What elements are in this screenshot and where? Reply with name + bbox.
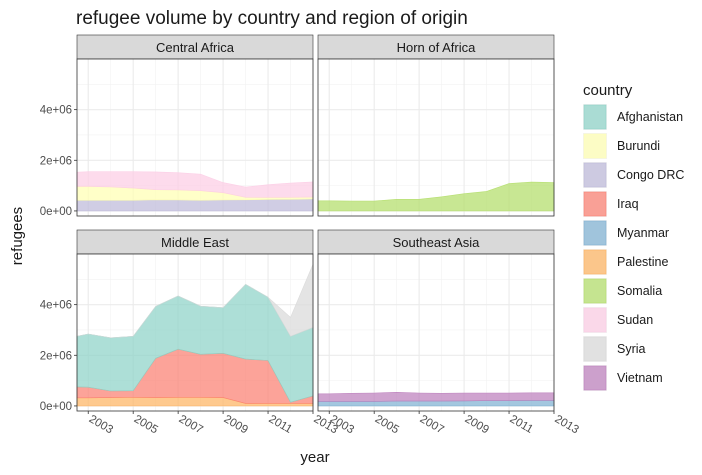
x-tick-label: 2011 <box>508 413 535 436</box>
facet-strip-label: Southeast Asia <box>393 235 480 250</box>
legend-label: Syria <box>617 342 646 356</box>
legend-swatch <box>583 220 607 246</box>
y-tick-label: 4e+06 <box>40 300 72 312</box>
legend-label: Afghanistan <box>617 110 683 124</box>
legend-swatch <box>583 249 607 275</box>
plot-background <box>318 254 554 411</box>
panel-horn-of-africa: Horn of Africa <box>317 34 555 217</box>
legend-swatch <box>583 104 607 130</box>
legend-item-sudan: Sudan <box>583 307 653 333</box>
legend-item-iraq: Iraq <box>583 191 639 217</box>
legend-label: Vietnam <box>617 371 663 385</box>
x-tick-label: 2007 <box>418 413 446 436</box>
legend-label: Sudan <box>617 313 653 327</box>
y-tick-label: 0e+00 <box>40 206 72 218</box>
legend-items: Afghanistan Burundi Congo DRC Iraq Myanmar Pa… <box>583 104 684 391</box>
area-vietnam <box>317 391 555 402</box>
legend-item-afghanistan: Afghanistan <box>583 104 683 130</box>
panel-central-africa: Central Africa 0e+00 2e+06 4e+06 <box>40 34 314 218</box>
facet-strip-background <box>317 229 555 255</box>
legend-label: Palestine <box>617 255 668 269</box>
area-congo-drc <box>76 198 314 212</box>
legend-item-palestine: Palestine <box>583 249 668 275</box>
y-tick-label: 2e+06 <box>40 350 72 362</box>
legend-swatch <box>583 191 607 217</box>
panel-border <box>76 253 314 412</box>
x-tick-label: 2005 <box>373 413 401 436</box>
legend-swatch <box>583 307 607 333</box>
legend-swatch <box>583 162 607 188</box>
legend: country Afghanistan Burundi Congo DRC Iraq M… <box>583 82 684 391</box>
facet-strip-label: Horn of Africa <box>397 40 477 55</box>
facet-strip-label: Central Africa <box>156 40 235 55</box>
panel-border <box>317 253 555 412</box>
legend-label: Burundi <box>617 139 660 153</box>
panel-middle-east: Middle East 0e+00 2e+06 4e+06 2003 2005 2007 20… <box>40 229 340 436</box>
legend-item-syria: Syria <box>583 336 646 362</box>
legend-label: Myanmar <box>617 226 669 240</box>
x-tick-label: 2013 <box>553 413 581 436</box>
legend-label: Somalia <box>617 284 662 298</box>
y-tick-label: 4e+06 <box>40 105 72 117</box>
y-tick-label: 0e+00 <box>40 401 72 413</box>
x-tick-label: 2005 <box>132 413 160 436</box>
chart-title: refugee volume by country and region of … <box>76 8 468 29</box>
legend-swatch <box>583 278 607 304</box>
legend-item-burundi: Burundi <box>583 133 660 159</box>
legend-item-congo-drc: Congo DRC <box>583 162 684 188</box>
legend-label: Congo DRC <box>617 168 684 182</box>
x-tick-label: 2011 <box>267 413 294 436</box>
facet-strip-background <box>317 34 555 60</box>
x-tick-label: 2007 <box>177 413 205 436</box>
x-tick-label: 2003 <box>87 413 115 436</box>
x-axis-title: year <box>300 449 329 466</box>
facet-strip-label: Middle East <box>161 235 229 250</box>
legend-title: country <box>583 82 633 99</box>
facet-strip-background <box>76 34 314 60</box>
legend-label: Iraq <box>617 197 639 211</box>
legend-swatch <box>583 365 607 391</box>
y-axis-title: refugees <box>9 207 26 265</box>
x-tick-label: 2009 <box>463 413 491 436</box>
legend-item-myanmar: Myanmar <box>583 220 669 246</box>
legend-swatch <box>583 133 607 159</box>
legend-item-vietnam: Vietnam <box>583 365 663 391</box>
legend-swatch <box>583 336 607 362</box>
panels: Central Africa 0e+00 2e+06 4e+06 Horn of Afr… <box>40 34 581 436</box>
panel-border <box>317 58 555 217</box>
legend-item-somalia: Somalia <box>583 278 662 304</box>
facet-strip-background <box>76 229 314 255</box>
panel-border <box>76 58 314 217</box>
x-tick-label: 2009 <box>222 413 250 436</box>
y-tick-label: 2e+06 <box>40 155 72 167</box>
